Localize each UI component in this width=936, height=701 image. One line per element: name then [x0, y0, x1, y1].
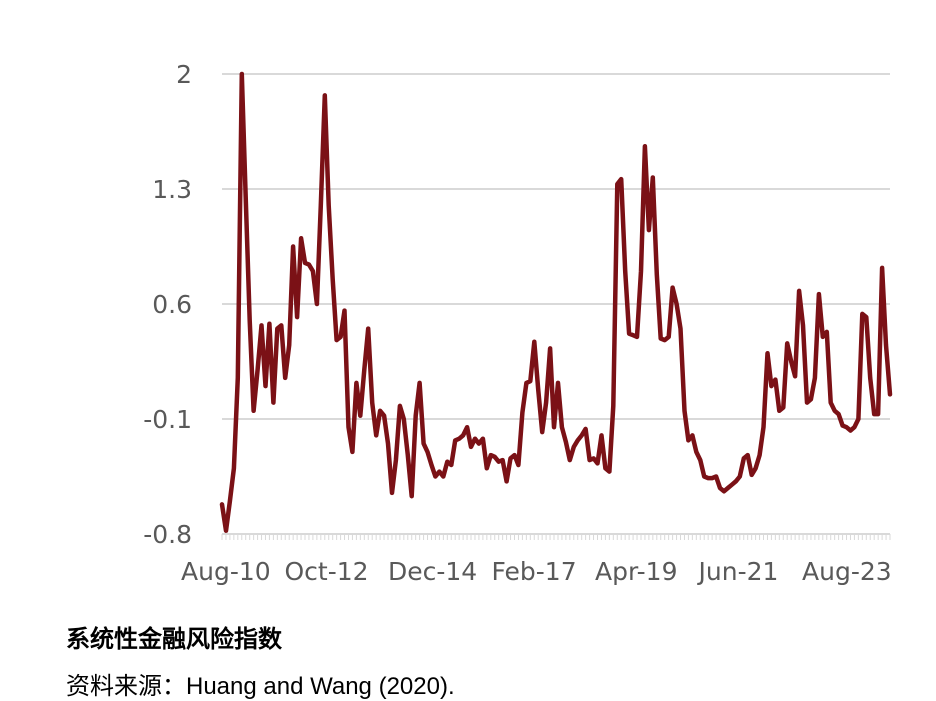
series-line: [219, 71, 893, 533]
y-tick-label: -0.1: [143, 405, 192, 434]
x-tick-label: Feb-17: [492, 557, 577, 586]
x-axis-ticks: Aug-10 Oct-12 Dec-14 Feb-17 Apr-19 Jun-21 Aug-…: [181, 557, 892, 586]
chart-title: 系统性金融风险指数: [66, 625, 282, 653]
x-tick-label: Aug-23: [802, 557, 892, 586]
x-tick-label: Apr-19: [595, 557, 677, 586]
y-tick-label: 2: [176, 60, 192, 89]
y-tick-label: 1.3: [152, 175, 192, 204]
x-tick-label: Aug-10: [181, 557, 271, 586]
y-axis-ticks: 2 1.3 0.6 -0.1 -0.8: [143, 60, 192, 549]
y-tick-label: 0.6: [152, 290, 192, 319]
chart-source: 资料来源：Huang and Wang (2020).: [66, 673, 455, 700]
y-tick-label: -0.8: [143, 520, 192, 549]
x-axis: [221, 533, 891, 540]
x-tick-label: Jun-21: [697, 557, 779, 586]
series: [219, 71, 893, 533]
x-tick-label: Oct-12: [285, 557, 369, 586]
x-tick-label: Dec-14: [388, 557, 477, 586]
